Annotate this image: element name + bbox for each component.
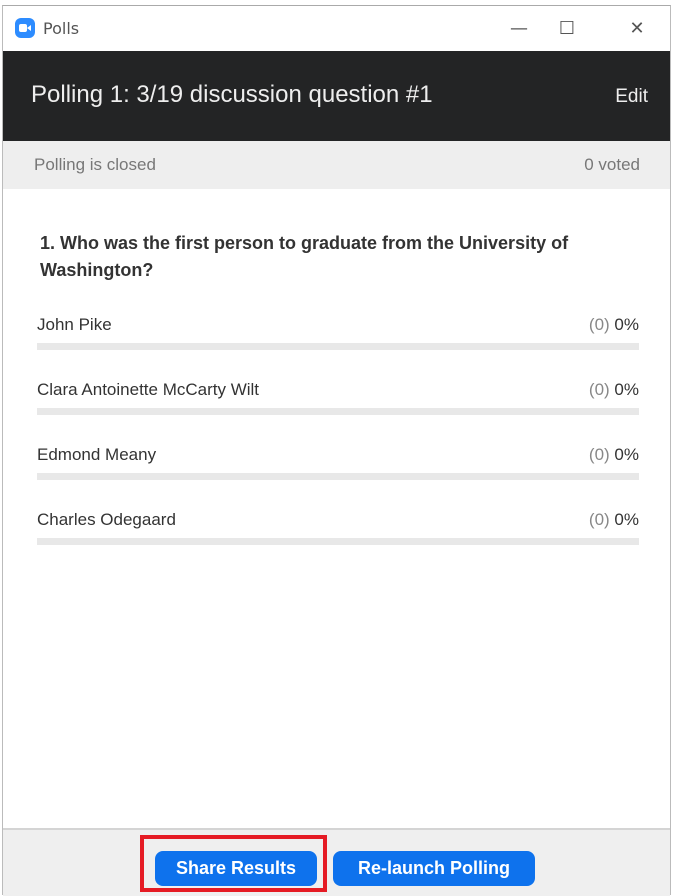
- option-label: Edmond Meany: [37, 445, 157, 464]
- option-count: (0): [588, 315, 610, 334]
- share-results-button[interactable]: Share Results: [155, 851, 317, 886]
- option-percent: 0%: [614, 510, 639, 529]
- poll-status: Polling is closed: [34, 155, 156, 174]
- option-label: John Pike: [37, 315, 112, 334]
- edit-button[interactable]: Edit: [615, 86, 648, 107]
- option-label: Clara Antoinette McCarty Wilt: [37, 380, 260, 399]
- result-bar: [37, 408, 639, 415]
- poll-title: Polling 1: 3/19 discussion question #1: [31, 81, 433, 108]
- option-count: (0): [588, 380, 610, 399]
- result-bar: [37, 343, 639, 350]
- poll-header: Polling 1: 3/19 discussion question #1 E…: [3, 51, 670, 141]
- option-count: (0): [588, 445, 610, 464]
- option-result: (0) 0%: [589, 315, 639, 335]
- maximize-button[interactable]: ☐: [558, 18, 576, 39]
- option-label: Charles Odegaard: [37, 510, 176, 529]
- answer-option: Edmond Meany (0) 0%: [37, 445, 639, 485]
- option-result: (0) 0%: [589, 445, 639, 465]
- voted-count: 0 voted: [584, 155, 640, 174]
- option-result: (0) 0%: [589, 510, 639, 530]
- highlight-box: [140, 835, 327, 892]
- minimize-button[interactable]: —: [510, 18, 528, 39]
- title-bar: Polls — ☐ ✕: [3, 6, 670, 51]
- answer-option: Clara Antoinette McCarty Wilt (0) 0%: [37, 380, 639, 420]
- result-bar: [37, 473, 639, 480]
- question-text: 1. Who was the first person to graduate …: [40, 233, 569, 280]
- result-bar: [37, 538, 639, 545]
- answer-option: John Pike (0) 0%: [37, 315, 639, 355]
- option-count: (0): [588, 510, 610, 529]
- status-bar: Polling is closed 0 voted: [3, 141, 670, 189]
- window-title: Polls: [43, 19, 80, 38]
- option-percent: 0%: [614, 380, 639, 399]
- polls-window: Polls — ☐ ✕ Polling 1: 3/19 discussion q…: [2, 5, 671, 896]
- answer-option: Charles Odegaard (0) 0%: [37, 510, 639, 550]
- relaunch-polling-button[interactable]: Re-launch Polling: [333, 851, 535, 886]
- option-percent: 0%: [614, 445, 639, 464]
- zoom-app-icon: [15, 18, 35, 38]
- close-button[interactable]: ✕: [629, 18, 645, 39]
- option-result: (0) 0%: [589, 380, 639, 400]
- footer: Share Results Re-launch Polling: [3, 828, 670, 896]
- option-percent: 0%: [614, 315, 639, 334]
